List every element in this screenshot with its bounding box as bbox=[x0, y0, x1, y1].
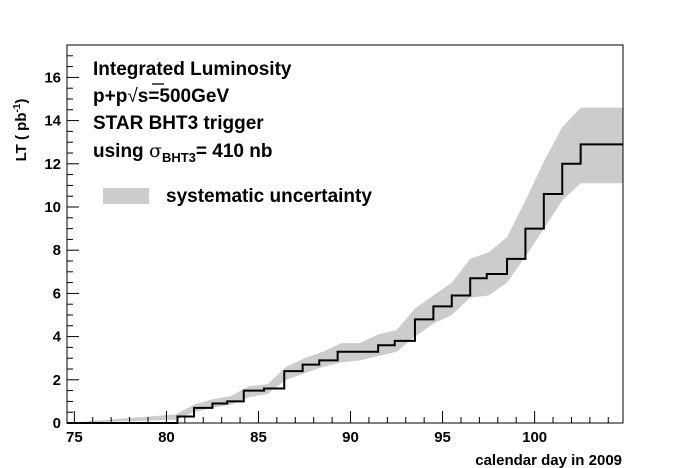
annotation-line-2: p+p√s=500GeV bbox=[93, 86, 229, 107]
y-tick-label: 8 bbox=[53, 242, 61, 259]
x-tick-label: 85 bbox=[250, 429, 267, 446]
series-layer bbox=[67, 143, 623, 424]
x-tick-label: 100 bbox=[522, 429, 547, 446]
legend: systematic uncertainty bbox=[103, 186, 372, 207]
y-axis-title-main: LT ( pb bbox=[13, 113, 30, 162]
y-tick-label: 10 bbox=[44, 199, 61, 216]
legend-label: systematic uncertainty bbox=[166, 186, 372, 207]
annotation-line-1: Integrated Luminosity bbox=[93, 59, 292, 80]
x-tick-label: 90 bbox=[342, 429, 359, 446]
x-axis-title: calendar day in 2009 bbox=[475, 452, 622, 468]
y-tick-label: 4 bbox=[53, 329, 62, 346]
luminosity-step-line bbox=[67, 143, 623, 424]
uncertainty-band bbox=[67, 107, 623, 423]
annotation-line-2-suffix: s=500GeV bbox=[138, 86, 230, 107]
x-tick-label: 95 bbox=[434, 429, 451, 446]
uncertainty-band-layer bbox=[67, 107, 623, 423]
y-tick-label: 6 bbox=[53, 285, 61, 302]
y-tick-label: 14 bbox=[44, 113, 61, 130]
y-tick-label: 16 bbox=[44, 69, 61, 86]
annotation-line-4-suffix: = 410 nb bbox=[196, 141, 273, 162]
annotation-line-2-prefix: p+p bbox=[93, 86, 127, 107]
y-tick-label: 0 bbox=[53, 415, 61, 432]
y-tick-label: 2 bbox=[53, 372, 61, 389]
y-tick-label: 12 bbox=[44, 156, 61, 173]
y-axis-title-exponent: -1 bbox=[12, 103, 23, 112]
annotation-line-4: using σBHT3= 410 nb bbox=[93, 140, 272, 165]
x-axis: 75 80 85 90 95 100 bbox=[66, 411, 609, 446]
plot-frame bbox=[66, 44, 624, 424]
y-axis: 0 2 4 6 8 10 12 14 16 bbox=[44, 44, 79, 432]
sigma-symbol: σ bbox=[149, 140, 162, 162]
annotation-line-3: STAR BHT3 trigger bbox=[93, 113, 264, 134]
y-axis-title: LT ( pb-1) bbox=[12, 99, 30, 162]
sigma-subscript: BHT3 bbox=[162, 150, 196, 165]
x-tick-label: 80 bbox=[158, 429, 175, 446]
sqrt-symbol: √ bbox=[127, 86, 138, 107]
legend-swatch bbox=[103, 188, 149, 204]
annotation-line-4-prefix: using bbox=[93, 141, 149, 162]
y-axis-title-close: ) bbox=[13, 99, 30, 104]
x-tick-label: 75 bbox=[66, 429, 83, 446]
annotation-block: Integrated Luminosity p+p√s=500GeV STAR … bbox=[93, 59, 292, 165]
